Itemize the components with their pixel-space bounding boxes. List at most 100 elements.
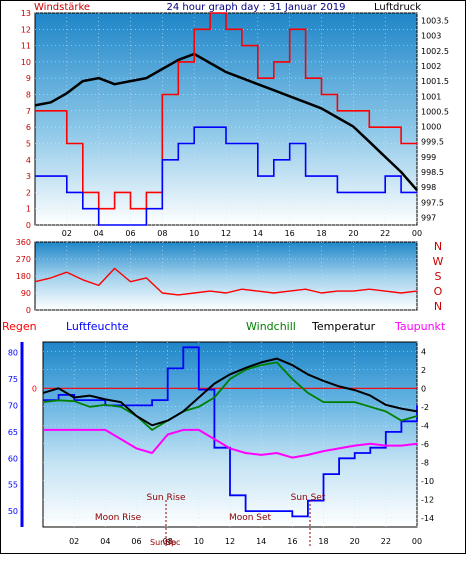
panel3-series <box>42 346 418 518</box>
left-tick-label: 12 <box>21 25 31 34</box>
humidity-tick-label: 65 <box>8 428 18 437</box>
x-tick-label: 04 <box>100 537 110 546</box>
x-tick-label: 12 <box>221 229 231 238</box>
right-tick-label: 997 <box>421 213 436 222</box>
legend-temperatur: Temperatur <box>311 320 376 333</box>
right-tick-label: 999 <box>421 153 436 162</box>
x-tick-label: 20 <box>350 537 360 546</box>
compass-label: W <box>433 255 444 268</box>
right-axis-label: Luftdruck <box>374 2 421 13</box>
humidity-tick-label: 80 <box>8 349 18 358</box>
right-tick-label: -14 <box>421 514 434 523</box>
rain-tick-label: 0 <box>32 384 37 393</box>
compass-label: S <box>435 270 442 283</box>
right-tick-label: 999.5 <box>421 138 444 147</box>
left-tick-label: 7 <box>26 107 31 116</box>
series-wind <box>35 126 417 226</box>
right-tick-label: 4 <box>421 347 426 356</box>
x-tick-label: 22 <box>381 537 391 546</box>
left-axis-label: Windstärke <box>34 2 90 13</box>
right-tick-label: 1003 <box>421 32 441 41</box>
series-boeen <box>35 12 417 210</box>
series-windrichtung <box>34 267 418 296</box>
humidity-tick-label: 75 <box>8 375 18 384</box>
x-tick-label: 10 <box>194 537 204 546</box>
compass-label: N <box>434 300 442 313</box>
annotation-sun-up: SunUp <box>150 538 176 547</box>
left-tick-label: 2 <box>26 188 31 197</box>
x-tick-label: 14 <box>253 229 263 238</box>
series-windchill <box>42 361 418 431</box>
chart-title: 24 hour graph day : 31 Januar 2019 <box>166 2 345 13</box>
x-tick-label: 04 <box>94 229 104 238</box>
series-luftdruck <box>34 52 418 192</box>
left-tick-label: 270 <box>16 255 31 264</box>
panel1-series <box>34 12 418 226</box>
left-tick-label: 6 <box>26 123 31 132</box>
right-tick-label: 1002.5 <box>421 47 449 56</box>
left-tick-label: 0 <box>26 221 31 230</box>
right-tick-label: -8 <box>421 458 429 467</box>
left-tick-label: 8 <box>26 91 31 100</box>
x-tick-label: 06 <box>125 229 135 238</box>
compass-label: O <box>434 285 443 298</box>
left-tick-label: 90 <box>21 289 31 298</box>
right-tick-label: 0 <box>421 384 426 393</box>
x-tick-label: 14 <box>256 537 266 546</box>
right-tick-label: 2 <box>421 366 426 375</box>
annotation-sun-set: Sun Set <box>291 493 326 503</box>
series-temperatur <box>42 357 418 427</box>
x-tick-label: 02 <box>69 537 79 546</box>
compass-label: N <box>434 240 442 253</box>
legend-regen: Regen <box>2 320 37 333</box>
left-tick-label: 13 <box>21 9 31 18</box>
annotation-sun-rise: Sun Rise <box>147 493 186 503</box>
x-tick-label: 08 <box>157 229 167 238</box>
x-tick-label: 16 <box>285 229 295 238</box>
left-tick-label: 180 <box>16 272 31 281</box>
x-tick-label: 22 <box>380 229 390 238</box>
panel2-series <box>34 267 418 296</box>
x-tick-label: 00 <box>412 229 422 238</box>
humidity-tick-label: 70 <box>8 401 18 410</box>
legend-luftfeuchte: Luftfeuchte <box>66 320 129 333</box>
x-tick-label: 02 <box>62 229 72 238</box>
x-tick-label: 16 <box>287 537 297 546</box>
left-tick-label: 3 <box>26 172 31 181</box>
right-tick-label: 998 <box>421 183 436 192</box>
right-tick-label: 1000.5 <box>421 107 449 116</box>
left-tick-label: 11 <box>21 42 31 51</box>
x-tick-label: 06 <box>131 537 141 546</box>
left-tick-label: 5 <box>26 139 31 148</box>
left-tick-label: 4 <box>26 156 31 165</box>
x-tick-label: 20 <box>348 229 358 238</box>
right-tick-label: -10 <box>421 477 434 486</box>
annotation-moon-set: Moon Set <box>229 513 272 523</box>
right-tick-label: -2 <box>421 403 429 412</box>
right-tick-label: 1002 <box>421 62 441 71</box>
right-tick-label: -6 <box>421 440 429 449</box>
humidity-tick-label: 50 <box>8 507 18 516</box>
right-tick-label: 1000 <box>421 123 441 132</box>
left-tick-label: 360 <box>16 238 31 247</box>
right-tick-label: -12 <box>421 495 434 504</box>
left-tick-label: 1 <box>26 205 31 214</box>
series-taupunkt <box>43 428 418 459</box>
annotation-sec: Sec <box>166 538 180 547</box>
right-tick-label: 1001 <box>421 92 441 101</box>
humidity-tick-label: 60 <box>8 454 18 463</box>
right-tick-label: 997.5 <box>421 198 444 207</box>
left-tick-label: 10 <box>21 58 31 67</box>
outer-frame <box>0 0 466 554</box>
annotation-moon-rise: Moon Rise <box>95 513 142 523</box>
legend-taupunkt: Taupunkt <box>394 320 446 333</box>
left-tick-label: 9 <box>26 74 31 83</box>
right-tick-label: 1003.5 <box>421 17 449 26</box>
x-tick-label: 00 <box>412 537 422 546</box>
right-tick-label: 998.5 <box>421 168 444 177</box>
